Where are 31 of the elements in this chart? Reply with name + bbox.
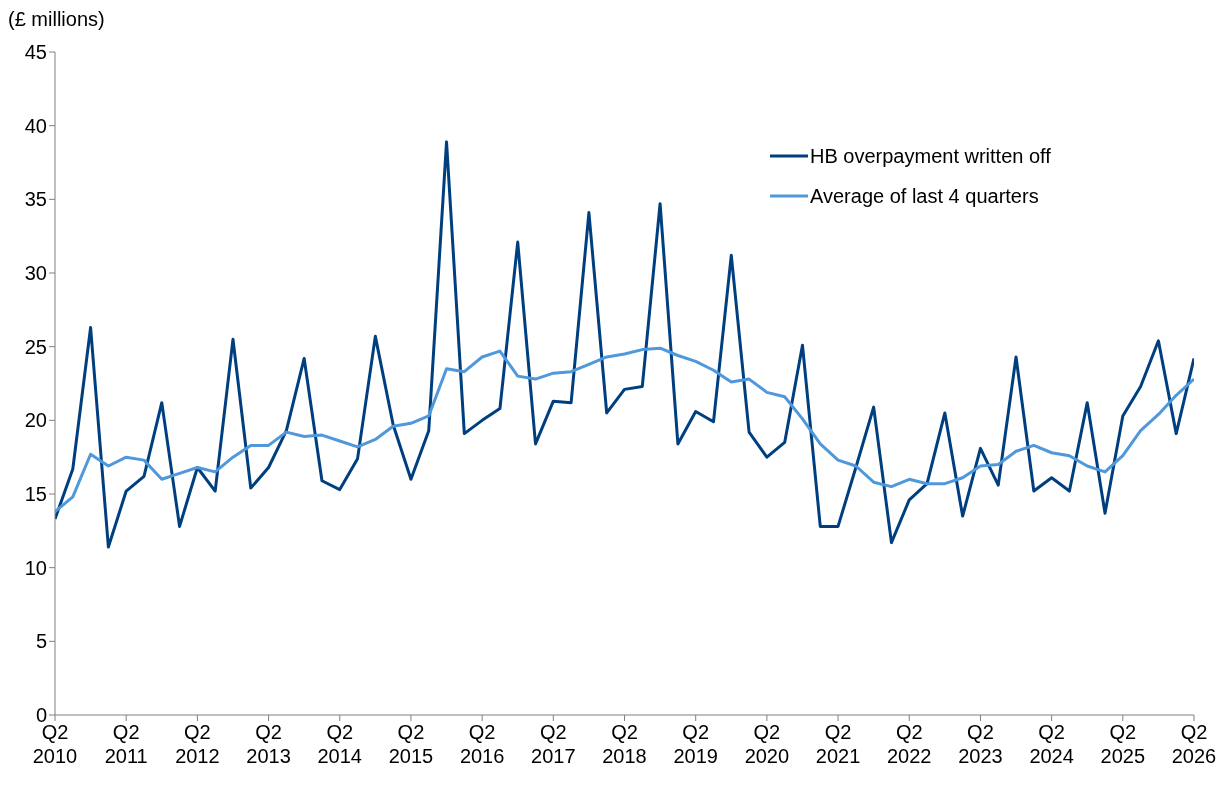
y-tick-label: 35 [24,188,47,211]
x-tick-label: Q2 2013 [246,721,291,767]
x-tick-label: Q2 2012 [175,721,220,767]
y-axis-title: (£ millions) [8,8,105,31]
x-tick-label: Q2 2015 [388,721,434,767]
y-tick-label: 40 [24,114,47,137]
x-tick-label: Q2 2026 [1171,721,1217,767]
x-tick-label: Q2 2018 [602,721,647,767]
x-tick-label: Q2 2017 [531,721,576,767]
line-series [55,140,1194,549]
y-tick-label: 10 [24,556,47,579]
x-tick-label: Q2 2010 [32,721,78,767]
x-tick-label: Q2 2019 [673,721,718,767]
y-tick-label: 30 [24,262,47,285]
y-tick-label: 5 [35,630,47,653]
legend-label: HB overpayment written off [810,144,1051,168]
x-tick-label: Q2 2021 [815,721,861,767]
y-tick-label: 45 [24,41,47,64]
line-series [55,346,1194,514]
y-tick-label: 25 [24,335,47,358]
x-tick-label: Q2 2025 [1100,721,1146,767]
x-tick-label: Q2 2024 [1029,721,1074,767]
x-tick-label: Q2 2011 [104,721,148,767]
x-tick-label: Q2 2016 [459,721,505,767]
x-tick-label: Q2 2023 [958,721,1003,767]
x-tick-label: Q2 2022 [887,721,932,767]
y-tick-label: 15 [24,483,47,506]
x-tick-label: Q2 2020 [744,721,790,767]
y-tick-label: 20 [24,409,47,432]
x-tick-label: Q2 2014 [317,721,362,767]
legend-label: Average of last 4 quarters [810,184,1039,208]
